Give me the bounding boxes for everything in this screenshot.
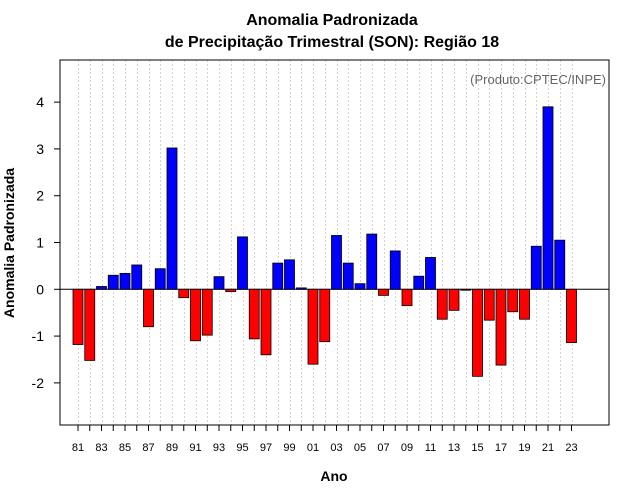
bar-2023 [566, 288, 577, 344]
bar-1991 [190, 288, 201, 342]
bar-1994 [225, 288, 237, 293]
bar-2000 [295, 287, 307, 290]
y-tick-label: 4 [36, 94, 44, 110]
bar-2010 [413, 275, 425, 290]
x-tick-label: 97 [260, 442, 272, 454]
bar-1983 [96, 286, 107, 290]
x-tick-label: 99 [283, 442, 295, 454]
bar-1984 [107, 274, 119, 290]
bar-1985 [119, 272, 131, 290]
x-tick-label: 91 [189, 442, 201, 454]
bar-2021 [542, 106, 554, 290]
x-tick-label: 85 [119, 442, 131, 454]
x-tick-label: 89 [166, 442, 178, 454]
x-tick-label: 13 [448, 442, 460, 454]
bar-2013 [448, 288, 460, 311]
bar-1986 [131, 264, 143, 290]
bar-2008 [389, 250, 401, 290]
x-tick-label: 81 [72, 442, 84, 454]
bar-2014 [460, 288, 472, 291]
bar-1989 [166, 147, 178, 290]
bar-1997 [260, 288, 272, 356]
y-tick-label: 2 [36, 188, 44, 204]
x-tick-label: 21 [542, 442, 554, 454]
bar-2003 [331, 235, 342, 290]
y-tick-label: -2 [32, 375, 45, 391]
x-tick-label: 87 [142, 442, 154, 454]
x-tick-label: 09 [401, 442, 413, 454]
x-tick-label: 93 [213, 442, 225, 454]
grid-lines [78, 60, 573, 425]
x-tick-label: 15 [471, 442, 483, 454]
x-tick-label: 83 [95, 442, 107, 454]
x-axis: 81 83 85 87 89 91 93 95 97 99 01 03 05 07 09 11 13 15 17 19… [72, 425, 578, 454]
x-tick-label: 05 [354, 442, 366, 454]
bar-1982 [84, 288, 96, 361]
bar-1987 [143, 288, 154, 328]
x-tick-label: 95 [236, 442, 248, 454]
bar-2006 [366, 233, 378, 290]
bar-2020 [530, 245, 542, 290]
bar-1981 [72, 288, 84, 345]
bar-2009 [401, 288, 413, 307]
bar-1993 [213, 276, 225, 290]
y-tick-label: -1 [32, 328, 45, 344]
bar-1995 [237, 236, 248, 290]
bar-2016 [483, 288, 495, 321]
bar-2012 [436, 288, 448, 320]
bar-1996 [248, 288, 260, 340]
x-tick-label: 11 [425, 442, 436, 454]
x-tick-label: 01 [307, 442, 319, 454]
bar-2011 [425, 257, 436, 290]
bar-2018 [507, 288, 519, 313]
bar-2019 [519, 288, 530, 320]
x-tick-label: 17 [495, 442, 507, 454]
x-tick-label: 19 [518, 442, 530, 454]
bar-2001 [307, 288, 319, 365]
y-tick-label: 0 [36, 281, 44, 297]
bar-2004 [342, 262, 354, 290]
bar-2005 [354, 283, 366, 290]
y-axis-title: Anomalia Padronizada [1, 168, 17, 318]
x-tick-label: 03 [330, 442, 342, 454]
bar-1998 [272, 262, 284, 290]
bar-1988 [154, 268, 166, 290]
bar-2007 [378, 288, 389, 296]
x-tick-label: 07 [377, 442, 389, 454]
x-axis-title: Ano [320, 468, 347, 484]
bar-2002 [319, 288, 331, 343]
credit-label: (Produto:CPTEC/INPE) [470, 72, 606, 87]
x-tick-label: 23 [565, 442, 577, 454]
bar-2022 [554, 239, 566, 290]
bar-1992 [201, 288, 213, 336]
y-axis: -2 -1 0 1 2 3 4 [32, 94, 60, 391]
chart-title-line1: Anomalia Padronizada [246, 12, 418, 29]
bar-2015 [472, 288, 483, 377]
y-tick-label: 3 [36, 141, 44, 157]
bar-1990 [178, 288, 190, 299]
chart-title-line2: de Precipitação Trimestral (SON): Região… [165, 34, 499, 51]
bar-2017 [495, 288, 507, 366]
bars [72, 106, 577, 377]
y-tick-label: 1 [36, 235, 44, 251]
bar-1999 [284, 259, 295, 290]
